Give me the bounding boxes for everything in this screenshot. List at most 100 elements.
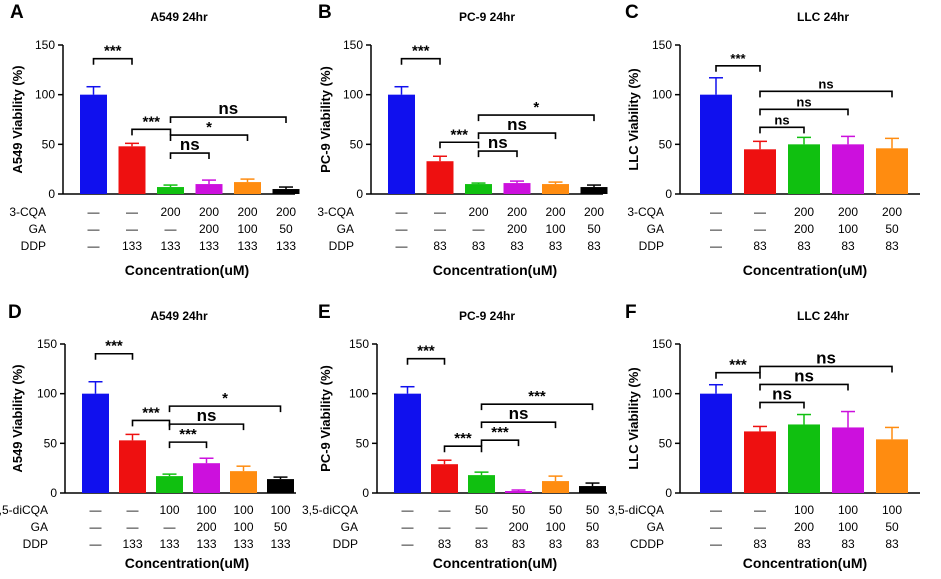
chart-title: A549 24hr [150,309,208,323]
condition-value: 200 [199,222,219,236]
condition-value: 50 [587,222,601,236]
condition-value: 83 [549,239,563,253]
significance-bracket [169,152,210,160]
bar [876,439,908,493]
significance-bracket [406,357,446,365]
y-tick-label: 150 [35,38,55,52]
significance-label: ns [816,348,836,367]
significance-bracket [480,439,520,447]
condition-value: — [754,205,766,219]
chart-title: LLC 24hr [797,309,849,323]
significance-label: *** [528,388,546,405]
y-tick-label: 0 [48,187,55,201]
panel-letter: B [318,2,332,23]
condition-label: DDP [333,537,358,551]
condition-value: 200 [794,222,814,236]
condition-value: 83 [586,537,600,551]
bar [542,184,569,194]
condition-value: 83 [841,239,855,253]
condition-value: — [710,239,722,253]
chart-panel-f: F LLC 24hr 0 50 100 150 LLC Viability (%) *** ns… [608,302,920,571]
y-tick-label: 50 [356,436,370,450]
condition-value: — [754,503,766,517]
condition-value: 100 [838,520,858,534]
significance-label: ns [180,135,200,154]
x-axis-label: Concentration(uM) [743,262,867,278]
significance-label: ns [507,115,527,134]
y-tick-label: 150 [343,38,363,52]
condition-value: — [402,537,414,551]
condition-value: — [90,503,102,517]
y-tick-label: 100 [37,387,57,401]
x-axis-label: Concentration(uM) [125,555,249,571]
y-axis-label: LLC Viability (%) [626,68,641,170]
chart-title: A549 24hr [150,10,208,24]
significance-bracket [759,365,893,373]
significance-label: *** [450,126,468,143]
bar [272,189,300,194]
y-tick-label: 150 [349,337,369,351]
significance-label: * [533,99,539,116]
condition-value: 83 [885,537,899,551]
condition-value: 200 [276,205,296,219]
condition-label: DDP [21,239,46,253]
significance-label: ns [794,366,814,385]
significance-label: ns [197,406,217,425]
significance-label: *** [730,51,746,66]
y-tick-label: 50 [42,137,56,151]
y-tick-label: 150 [37,337,57,351]
condition-value: 50 [549,503,563,517]
condition-value: — [439,520,451,534]
condition-label: 3,5-diCQA [608,503,664,517]
significance-label: *** [491,424,509,441]
condition-value: 83 [433,239,447,253]
condition-value: 100 [794,503,814,517]
panel-letter: D [8,302,22,323]
chart-title: PC-9 24hr [459,10,515,24]
condition-value: 133 [196,537,216,551]
condition-value: — [396,239,408,253]
condition-value: 83 [797,239,811,253]
condition-value: — [88,205,100,219]
panel-letter: E [318,302,331,323]
condition-value: 133 [159,537,179,551]
condition-value: 100 [159,503,179,517]
significance-label: *** [179,426,197,443]
y-tick-label: 50 [659,137,673,151]
condition-value: — [434,205,446,219]
y-tick-label: 150 [652,337,672,351]
condition-value: — [476,520,488,534]
y-tick-label: 50 [350,137,364,151]
y-tick-label: 0 [50,486,57,500]
condition-label: DDP [23,537,48,551]
y-axis-label: LLC Viability (%) [626,367,641,469]
bar [788,424,820,493]
condition-value: — [165,222,177,236]
condition-label: GA [29,222,46,236]
significance-label: * [206,119,212,136]
y-tick-label: 100 [35,88,55,102]
condition-value: 200 [196,520,216,534]
condition-label: 3-CQA [627,205,664,219]
significance-bracket [759,90,893,98]
significance-bracket [480,403,594,411]
y-tick-label: 0 [362,486,369,500]
bar [579,486,606,493]
x-axis-label: Concentration(uM) [433,262,557,278]
condition-value: — [127,503,139,517]
condition-value: 83 [549,537,563,551]
condition-label: 3-CQA [317,205,354,219]
condition-value: 50 [586,503,600,517]
significance-bracket [715,64,761,72]
y-tick-label: 0 [665,187,672,201]
condition-value: — [754,520,766,534]
significance-bracket [131,128,172,136]
condition-label: CDDP [630,537,664,551]
condition-value: — [434,222,446,236]
condition-label: GA [647,520,664,534]
condition-value: — [710,503,722,517]
condition-value: 83 [475,537,489,551]
condition-label: 3,5-diCQA [0,503,48,517]
